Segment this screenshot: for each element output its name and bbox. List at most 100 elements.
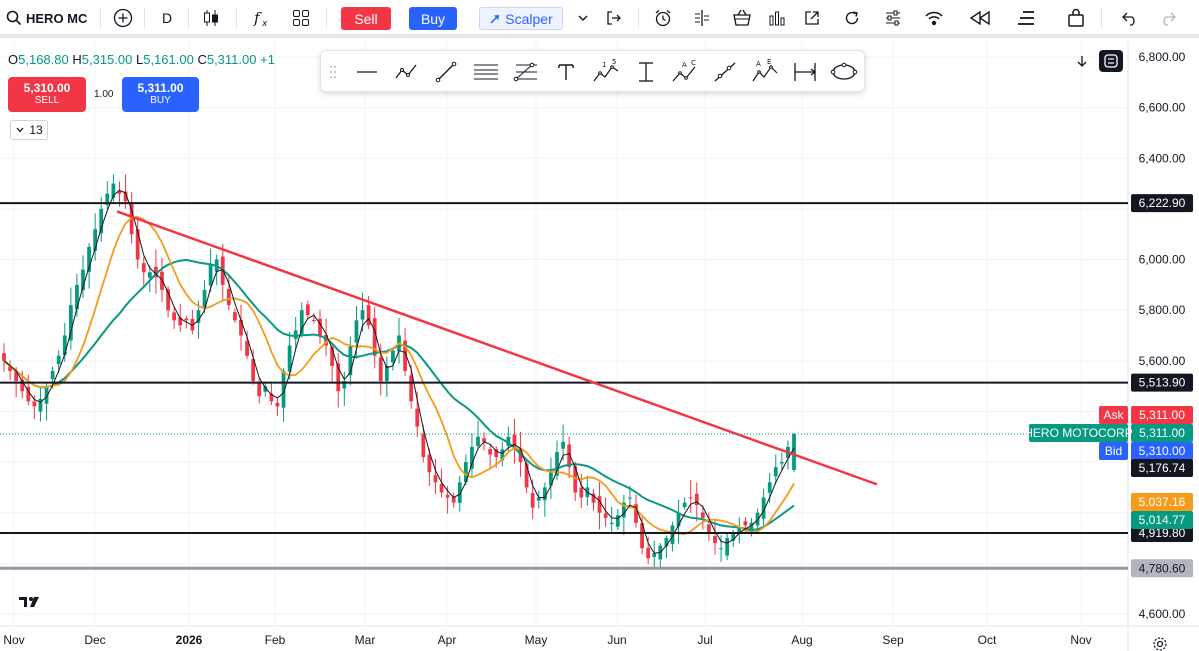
price-tag [1131, 442, 1193, 460]
candle-body [190, 319, 195, 331]
candle-body [707, 524, 711, 533]
candle-body [208, 264, 213, 286]
candle-body [670, 525, 675, 545]
candle-body [360, 310, 365, 320]
settings-button[interactable] [880, 0, 906, 36]
auto-scale-button[interactable] [1099, 50, 1123, 72]
candle-body [476, 436, 480, 447]
candle-body [324, 334, 328, 346]
polyline-tool[interactable] [393, 59, 421, 85]
redo-button[interactable] [1156, 0, 1180, 36]
high-label: H [72, 52, 82, 67]
candle-body [233, 312, 237, 321]
layouts-button[interactable] [288, 0, 314, 36]
candle-body [257, 383, 262, 397]
chart-area[interactable]: 6,222.90 5,513.90 4,919.80 4,780.60 6,800.00… [0, 42, 1199, 651]
fib-retracement-tool[interactable] [511, 59, 539, 85]
external-button[interactable] [799, 0, 825, 36]
candle-body [111, 183, 116, 198]
candle-body [767, 482, 772, 493]
trendline-tool[interactable] [432, 59, 460, 85]
open-label: O [8, 52, 19, 67]
chevron-down-icon [16, 127, 24, 133]
indicators-collapse-button[interactable]: 13 [10, 120, 48, 140]
ellipse-tool[interactable] [830, 59, 858, 85]
horizontal-line-tool[interactable] [353, 59, 381, 85]
undo-button[interactable] [1118, 0, 1142, 36]
candle-body [494, 449, 499, 458]
interval-button[interactable]: D [161, 10, 173, 26]
date-range-tool[interactable] [791, 59, 819, 85]
svg-text:5: 5 [612, 59, 616, 66]
candle-body [542, 487, 547, 501]
y-axis-tick-label: 5,600.00 [1139, 354, 1186, 368]
menu-icon [1018, 11, 1034, 25]
parallel-channel-tool[interactable] [472, 59, 500, 85]
ray-tool[interactable] [711, 59, 739, 85]
candle-body [312, 320, 316, 322]
symbol-name: HERO MC [26, 10, 88, 26]
candle-body [263, 386, 268, 392]
candle-body [44, 386, 49, 404]
symbol-search[interactable]: HERO MC [6, 0, 96, 36]
close-label: C [197, 52, 207, 67]
chart-type-button[interactable] [198, 0, 224, 36]
sell-price-button[interactable]: 5,310.00 SELL [8, 77, 86, 112]
candle-body [609, 522, 614, 525]
basket-icon [733, 9, 751, 26]
svg-text:A: A [682, 61, 687, 69]
text-tool[interactable] [552, 59, 580, 85]
candle-body [14, 370, 19, 382]
add-symbol-button[interactable] [110, 0, 136, 36]
buy-price-button[interactable]: 5,311.00 BUY [122, 77, 199, 112]
redo-icon [1163, 12, 1176, 26]
price-tag-name-label: Ask [1103, 408, 1124, 422]
change-value: +1 [260, 52, 275, 67]
drag-handle[interactable] [323, 59, 343, 85]
shopping-bag-icon [1068, 8, 1084, 27]
alert-button[interactable] [650, 0, 676, 36]
scalper-dropdown[interactable] [573, 0, 593, 36]
chart-button[interactable] [764, 0, 790, 36]
candle-body [615, 515, 620, 527]
menu-button[interactable] [1013, 0, 1039, 36]
scalper-button[interactable]: Scalper [479, 7, 563, 30]
candle-body [196, 310, 201, 323]
candle-body [305, 304, 310, 316]
sell-button[interactable]: Sell [341, 7, 391, 30]
price-range-icon [639, 62, 653, 82]
x-axis-tick-label: Apr [438, 633, 457, 647]
candle-body [166, 289, 170, 311]
candle-body [287, 345, 292, 372]
replay-button[interactable] [689, 0, 715, 36]
sign-in-button[interactable] [602, 0, 626, 36]
chevron-down-icon [578, 15, 588, 21]
gear-icon[interactable] [1152, 636, 1168, 651]
price-range-tool[interactable] [632, 59, 660, 85]
candle-body [676, 512, 681, 527]
rewind-button[interactable] [965, 0, 995, 36]
broadcast-button[interactable] [921, 0, 947, 36]
scroll-down-button[interactable] [1070, 50, 1094, 72]
basket-button[interactable] [729, 0, 755, 36]
high-value: 5,315.00 [81, 52, 133, 67]
candle-body [439, 483, 444, 493]
candle-body [415, 408, 420, 427]
y-axis-tick-label: 6,000.00 [1139, 253, 1186, 267]
refresh-button[interactable] [839, 0, 865, 36]
bag-button[interactable] [1063, 0, 1089, 36]
alarm-clock-icon [655, 10, 671, 27]
x-axis-tick-label: May [525, 633, 548, 647]
sell-price-label: SELL [34, 95, 60, 106]
price-chart[interactable]: 6,222.90 5,513.90 4,919.80 4,780.60 6,800.00… [0, 42, 1199, 651]
candle-body [555, 451, 559, 476]
candle-body [245, 340, 249, 356]
buy-button[interactable]: Buy [409, 7, 457, 30]
